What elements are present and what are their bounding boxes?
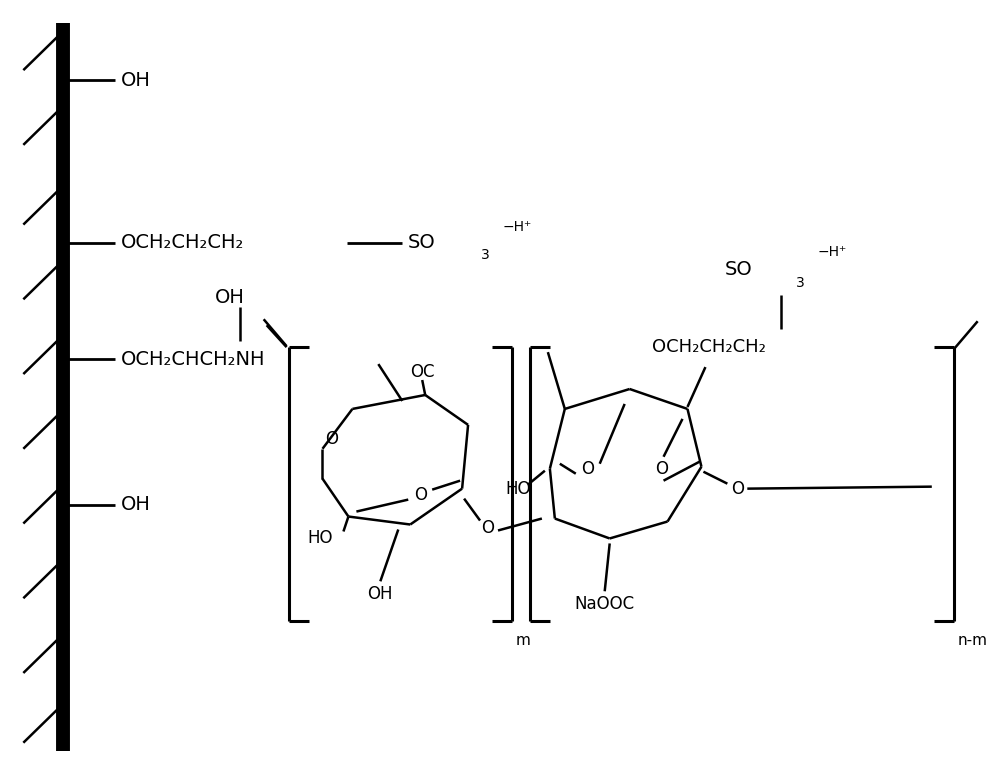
Text: NaOOC: NaOOC [575,595,635,613]
Text: OH: OH [215,287,245,307]
Text: SO: SO [724,260,752,279]
Text: OH: OH [368,585,393,603]
Text: O: O [655,460,668,478]
Text: 3: 3 [796,277,805,291]
Text: O: O [581,460,594,478]
Text: O: O [731,479,744,497]
Text: −H⁺: −H⁺ [503,220,532,234]
Text: HO: HO [308,529,333,548]
Text: OC: OC [410,363,434,381]
Text: n-m: n-m [958,633,988,648]
Text: SO: SO [407,233,435,252]
Text: O: O [414,486,427,503]
Text: O: O [482,520,495,538]
Text: m: m [516,633,531,648]
Text: OCH₂CH₂CH₂: OCH₂CH₂CH₂ [652,338,766,356]
Text: OCH₂CHCH₂NH: OCH₂CHCH₂NH [121,350,266,368]
Text: HO: HO [505,479,531,497]
Text: −H⁺: −H⁺ [817,246,846,260]
Text: O: O [325,430,338,448]
Text: OH: OH [121,495,151,514]
Text: 3: 3 [481,249,490,263]
Text: OH: OH [121,71,151,89]
Text: OCH₂CH₂CH₂: OCH₂CH₂CH₂ [121,233,244,252]
